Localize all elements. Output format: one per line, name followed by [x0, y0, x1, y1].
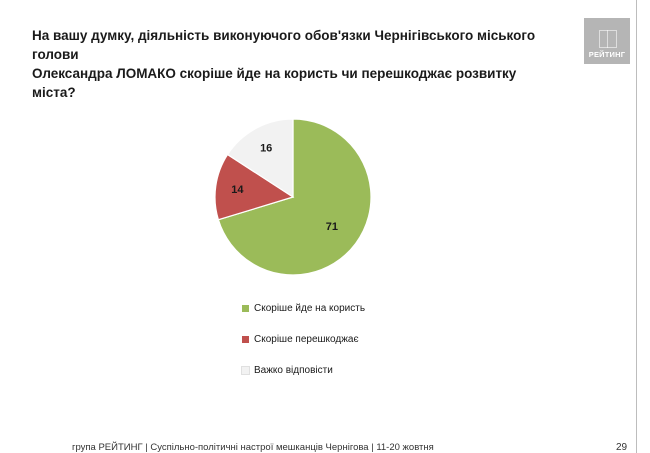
page-edge-divider — [636, 0, 637, 453]
legend-swatch-2 — [241, 366, 250, 375]
rating-logo: РЕЙТИНГ — [584, 18, 630, 64]
legend-swatch-1 — [242, 336, 249, 343]
data-label-2: 16 — [260, 143, 272, 155]
logo-mark-icon — [599, 30, 617, 48]
legend-label-1: Скоріше перешкоджає — [254, 334, 359, 345]
legend-label-0: Скоріше йде на користь — [254, 303, 366, 314]
pie-slice-1 — [214, 153, 295, 221]
logo-text: РЕЙТИНГ — [588, 50, 626, 59]
legend-swatch-0 — [242, 305, 249, 312]
data-label-1: 14 — [231, 184, 244, 196]
footer-text: група РЕЙТИНГ | Суспільно-політичні наст… — [72, 442, 434, 453]
pie-slice-2 — [226, 118, 294, 199]
title-line-2: Олександра ЛОМАКО скоріше йде на користь… — [32, 66, 517, 100]
page-number: 29 — [616, 442, 628, 453]
chart-title: На вашу думку, діяльність виконуючого об… — [32, 26, 562, 102]
title-line-1: На вашу думку, діяльність виконуючого об… — [32, 28, 536, 62]
legend-label-2: Важко відповісти — [254, 365, 333, 376]
pie-slice-0 — [217, 118, 372, 276]
data-label-0: 71 — [326, 221, 338, 233]
